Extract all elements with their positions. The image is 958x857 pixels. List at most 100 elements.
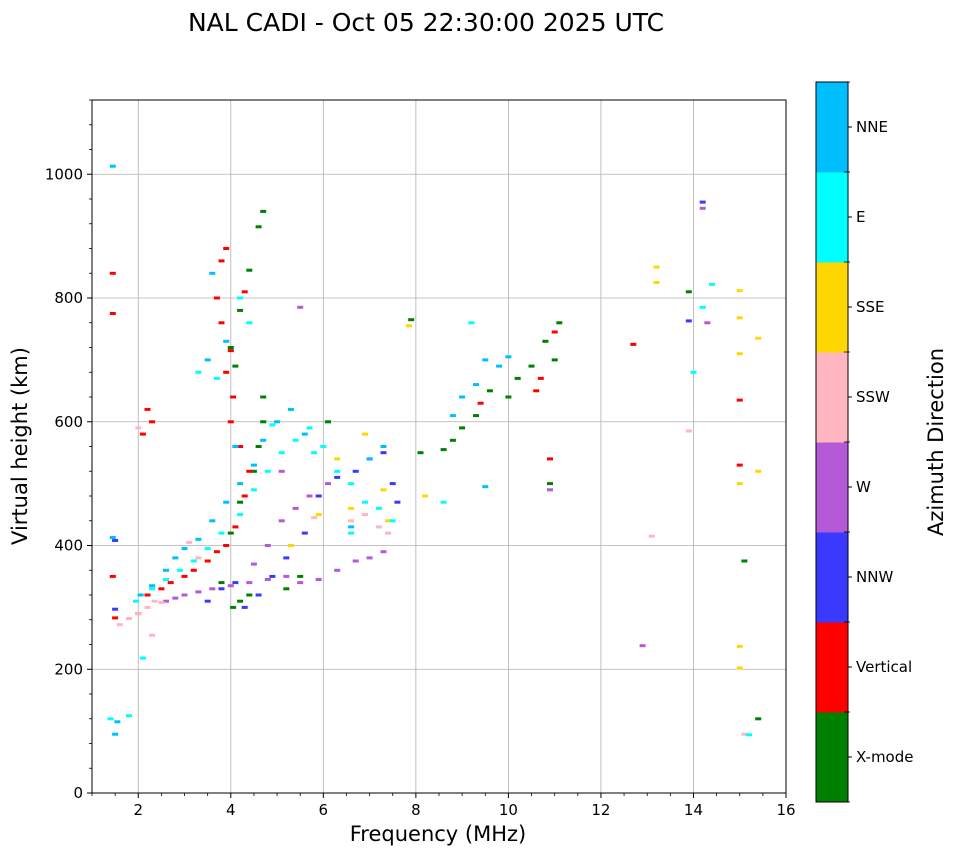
data-point [163, 599, 169, 603]
data-point [232, 581, 239, 585]
series-w [163, 206, 711, 648]
data-point [237, 500, 244, 504]
data-point [297, 574, 304, 578]
data-point [181, 593, 188, 597]
data-point [287, 544, 294, 547]
data-point [699, 305, 706, 309]
data-point [250, 488, 257, 492]
data-point [334, 469, 341, 473]
data-point [181, 574, 188, 578]
data-point [135, 426, 142, 430]
data-point [459, 395, 466, 399]
data-point [149, 584, 156, 588]
data-point [109, 574, 116, 578]
data-point [241, 605, 248, 609]
data-point [405, 324, 412, 328]
data-point [241, 494, 248, 498]
data-point [246, 268, 253, 272]
data-point [736, 644, 743, 648]
data-point [297, 581, 304, 585]
colorbar-segment-x-mode [816, 712, 848, 803]
x-tick-label: 12 [591, 801, 610, 819]
data-point [352, 469, 359, 473]
data-point [736, 289, 743, 293]
colorbar-segment-nne [816, 82, 848, 173]
data-point [528, 364, 535, 368]
data-point [167, 581, 174, 585]
data-point [227, 420, 234, 424]
colorbar-segment-e [816, 172, 848, 263]
data-point [137, 593, 144, 597]
x-tick-label: 8 [411, 801, 421, 819]
data-point [209, 271, 216, 275]
data-point [325, 420, 331, 424]
data-point [195, 537, 202, 541]
data-point [736, 463, 743, 467]
data-point [542, 339, 549, 343]
y-tick-label: 1000 [45, 165, 83, 183]
series-sse [287, 265, 762, 670]
data-point [163, 578, 169, 581]
data-point [204, 547, 211, 551]
data-point [149, 420, 156, 424]
y-tick-label: 200 [54, 660, 83, 678]
data-point [315, 513, 322, 517]
colorbar-segment-ssw [816, 352, 848, 443]
y-tick-label: 800 [54, 289, 83, 307]
data-point [709, 282, 715, 286]
data-point [440, 448, 447, 452]
data-point [232, 364, 239, 368]
data-point [246, 581, 253, 585]
data-point [482, 358, 489, 362]
data-point [144, 407, 151, 411]
data-point [482, 485, 489, 489]
data-point [237, 445, 244, 448]
x-tick-label: 2 [133, 801, 143, 819]
colorbar-segment-nnw [816, 532, 848, 623]
colorbar-segments [816, 82, 848, 803]
data-point [218, 531, 225, 535]
data-point [755, 336, 762, 340]
data-point [237, 513, 244, 517]
data-point [139, 656, 146, 660]
data-point [241, 290, 248, 294]
data-point [269, 423, 276, 427]
data-point [746, 733, 752, 737]
data-point [223, 500, 230, 504]
data-point [362, 432, 368, 436]
x-tick-label: 14 [684, 801, 703, 819]
data-point [690, 370, 697, 374]
data-point [537, 376, 544, 380]
colorbar-segment-w [816, 442, 848, 533]
data-point [496, 364, 503, 368]
data-point [126, 617, 132, 620]
data-point [126, 714, 132, 718]
data-point [547, 488, 553, 492]
data-point [547, 482, 553, 486]
series-e [107, 282, 752, 737]
data-point [380, 445, 387, 448]
data-point [311, 516, 318, 520]
data-point [362, 500, 368, 504]
data-point [380, 451, 387, 455]
colorbar-ticks: X-mode Vertical NNW W SSW SSE E NNE [844, 81, 913, 803]
data-point [158, 587, 165, 591]
chart-title: NAL CADI - Oct 05 22:30:00 2025 UTC [188, 8, 664, 37]
data-point [158, 600, 165, 604]
data-point [230, 605, 237, 609]
data-point [385, 519, 392, 523]
data-point [348, 531, 355, 535]
data-point [473, 414, 479, 418]
data-point [311, 451, 318, 455]
data-point [283, 587, 290, 591]
x-tick-label: 4 [226, 801, 236, 819]
data-point [144, 605, 151, 609]
data-point [213, 550, 220, 554]
data-point [348, 506, 355, 510]
data-point [685, 429, 692, 433]
data-point [366, 457, 373, 461]
y-axis-label: Virtual height (km) [8, 347, 32, 545]
data-point [348, 525, 355, 529]
data-point [172, 556, 179, 560]
data-point [204, 599, 211, 603]
